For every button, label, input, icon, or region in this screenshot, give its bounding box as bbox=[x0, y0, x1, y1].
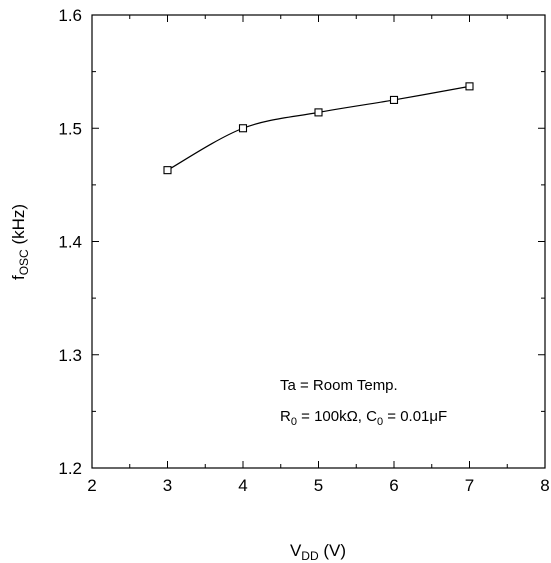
y-tick-label: 1.5 bbox=[58, 119, 82, 138]
y-tick-label: 1.2 bbox=[58, 459, 82, 478]
y-axis-label: fOSC (kHz) bbox=[9, 204, 31, 280]
x-tick-label: 2 bbox=[87, 476, 96, 495]
data-point-marker bbox=[314, 108, 323, 117]
x-tick-label: 5 bbox=[314, 476, 323, 495]
x-tick-label: 3 bbox=[163, 476, 172, 495]
annotation-components: R0 = 100kΩ, C0 = 0.01μF bbox=[280, 408, 447, 428]
series-markers bbox=[163, 82, 474, 175]
x-tick-labels: 2 3 4 5 6 7 8 bbox=[87, 476, 549, 495]
y-tick-label: 1.4 bbox=[58, 233, 82, 252]
y-tick-label: 1.3 bbox=[58, 346, 82, 365]
series-line bbox=[167, 85, 470, 171]
x-tick-label: 4 bbox=[238, 476, 247, 495]
data-point-marker bbox=[465, 82, 474, 91]
x-tick-label: 7 bbox=[465, 476, 474, 495]
x-axis-label: VDD (V) bbox=[290, 541, 346, 563]
x-tick-label: 6 bbox=[389, 476, 398, 495]
data-point-marker bbox=[238, 124, 248, 133]
data-point-marker bbox=[389, 95, 399, 104]
data-point-marker bbox=[163, 166, 172, 175]
plot-frame bbox=[91, 14, 546, 469]
y-tick-label: 1.6 bbox=[58, 6, 82, 25]
axis-ticks bbox=[91, 14, 546, 469]
annotation-temperature: Ta = Room Temp. bbox=[280, 377, 398, 394]
y-tick-labels: 1.2 1.3 1.4 1.5 1.6 bbox=[58, 6, 82, 478]
x-tick-label: 8 bbox=[540, 476, 549, 495]
